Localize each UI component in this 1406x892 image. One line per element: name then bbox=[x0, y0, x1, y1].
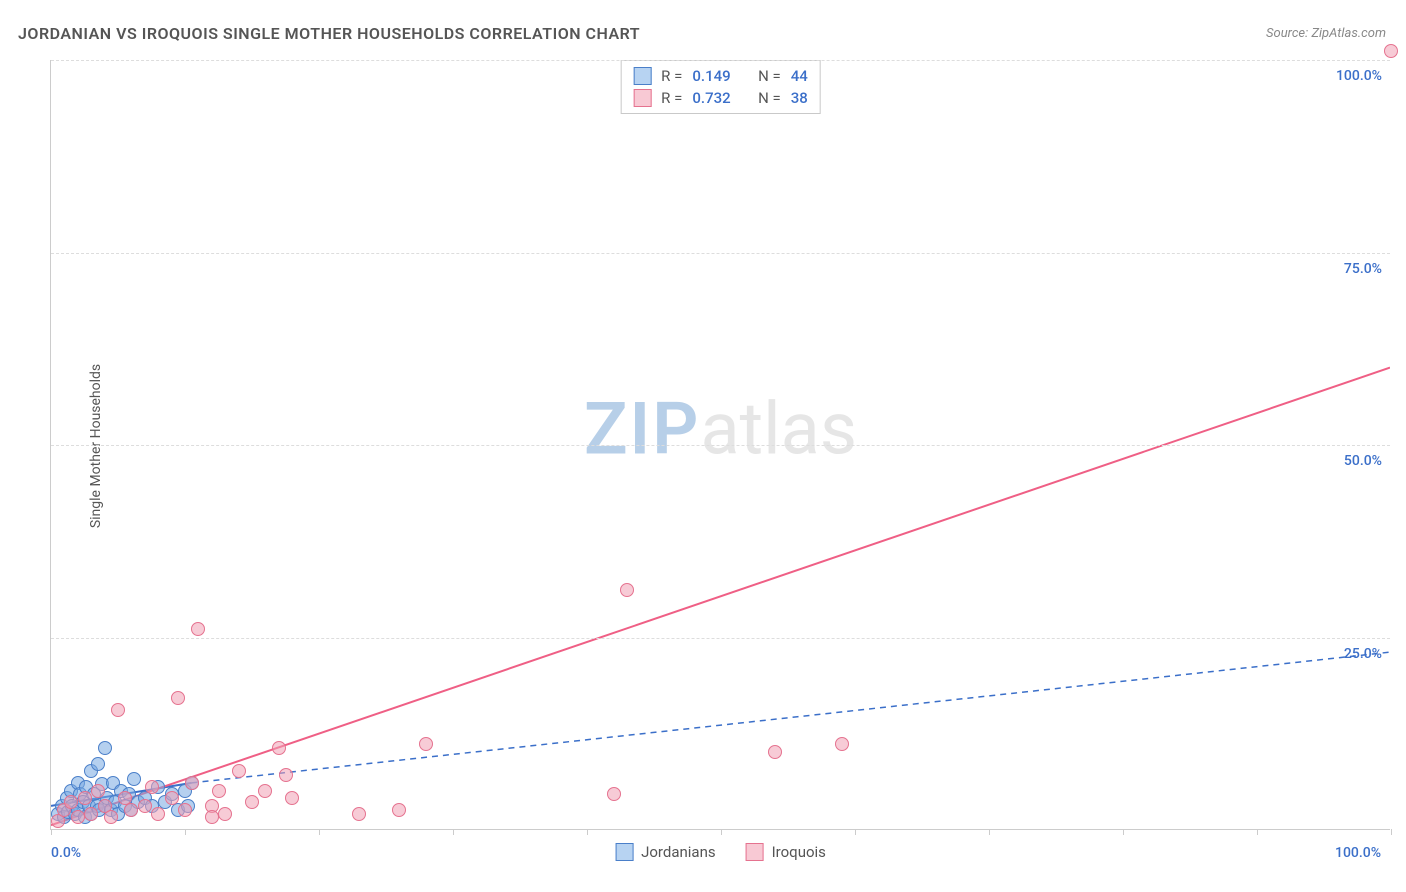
ytick-label: 50.0% bbox=[1344, 453, 1382, 469]
data-point bbox=[78, 791, 92, 805]
r-value: 0.732 bbox=[692, 89, 730, 107]
xtick bbox=[721, 829, 722, 835]
legend-row: R = 0.149 N = 44 bbox=[633, 65, 808, 87]
data-point bbox=[392, 803, 406, 817]
data-point bbox=[98, 741, 112, 755]
data-point bbox=[272, 741, 286, 755]
data-point bbox=[1384, 44, 1398, 58]
legend-item-iroquois: Iroquois bbox=[746, 843, 826, 861]
data-point bbox=[768, 745, 782, 759]
xtick bbox=[989, 829, 990, 835]
legend-row: R = 0.732 N = 38 bbox=[633, 87, 808, 109]
legend-label: Iroquois bbox=[772, 843, 826, 861]
ytick-label: 25.0% bbox=[1344, 646, 1382, 662]
data-point bbox=[205, 810, 219, 824]
data-point bbox=[620, 583, 634, 597]
n-label: N = bbox=[758, 89, 781, 107]
gridline bbox=[51, 60, 1390, 61]
gridline bbox=[51, 638, 1390, 639]
xtick bbox=[319, 829, 320, 835]
data-point bbox=[104, 810, 118, 824]
data-point bbox=[145, 780, 159, 794]
r-label: R = bbox=[661, 89, 682, 107]
n-value: 38 bbox=[791, 89, 808, 107]
xtick-label: 0.0% bbox=[51, 845, 81, 861]
chart-title: JORDANIAN VS IROQUOIS SINGLE MOTHER HOUS… bbox=[18, 24, 640, 43]
xtick bbox=[1391, 829, 1392, 835]
watermark-zip: ZIP bbox=[584, 387, 700, 472]
gridline bbox=[51, 445, 1390, 446]
data-point bbox=[64, 795, 78, 809]
watermark: ZIPatlas bbox=[584, 387, 857, 472]
data-point bbox=[127, 772, 141, 786]
source-label: Source: bbox=[1266, 26, 1308, 41]
data-point bbox=[165, 791, 179, 805]
data-point bbox=[419, 737, 433, 751]
legend-swatch-iroquois bbox=[633, 89, 651, 107]
legend-item-jordanians: Jordanians bbox=[615, 843, 716, 861]
data-point bbox=[218, 807, 232, 821]
data-point bbox=[258, 784, 272, 798]
data-point bbox=[171, 691, 185, 705]
xtick bbox=[1257, 829, 1258, 835]
source-name: ZipAtlas.com bbox=[1311, 26, 1386, 41]
legend-swatch-jordanians bbox=[633, 67, 651, 85]
legend-label: Jordanians bbox=[641, 843, 716, 861]
correlation-chart: JORDANIAN VS IROQUOIS SINGLE MOTHER HOUS… bbox=[0, 0, 1406, 892]
data-point bbox=[279, 768, 293, 782]
watermark-atlas: atlas bbox=[700, 387, 857, 472]
xtick bbox=[1123, 829, 1124, 835]
data-point bbox=[191, 622, 205, 636]
data-point bbox=[232, 764, 246, 778]
xtick bbox=[453, 829, 454, 835]
correlation-legend: R = 0.149 N = 44 R = 0.732 N = 38 bbox=[620, 60, 821, 114]
plot-area: ZIPatlas R = 0.149 N = 44 R = 0.732 N = … bbox=[50, 60, 1390, 830]
data-point bbox=[71, 810, 85, 824]
xtick bbox=[51, 829, 52, 835]
data-point bbox=[138, 799, 152, 813]
n-value: 44 bbox=[791, 67, 808, 85]
xtick bbox=[587, 829, 588, 835]
data-point bbox=[835, 737, 849, 751]
data-point bbox=[185, 776, 199, 790]
gridline bbox=[51, 253, 1390, 254]
series-legend: Jordanians Iroquois bbox=[615, 843, 826, 861]
data-point bbox=[245, 795, 259, 809]
xtick bbox=[185, 829, 186, 835]
source-attribution: Source: ZipAtlas.com bbox=[1266, 26, 1386, 41]
legend-swatch-jordanians bbox=[615, 843, 633, 861]
data-point bbox=[124, 803, 138, 817]
data-point bbox=[151, 807, 165, 821]
legend-swatch-iroquois bbox=[746, 843, 764, 861]
data-point bbox=[607, 787, 621, 801]
data-point bbox=[111, 703, 125, 717]
ytick-label: 100.0% bbox=[1336, 68, 1382, 84]
data-point bbox=[84, 807, 98, 821]
ytick-label: 75.0% bbox=[1344, 261, 1382, 277]
data-point bbox=[212, 784, 226, 798]
data-point bbox=[91, 757, 105, 771]
data-point bbox=[352, 807, 366, 821]
n-label: N = bbox=[758, 67, 781, 85]
data-point bbox=[285, 791, 299, 805]
r-value: 0.149 bbox=[692, 67, 730, 85]
data-point bbox=[178, 803, 192, 817]
xtick bbox=[855, 829, 856, 835]
data-point bbox=[91, 784, 105, 798]
xtick-label: 100.0% bbox=[1335, 845, 1381, 861]
r-label: R = bbox=[661, 67, 682, 85]
